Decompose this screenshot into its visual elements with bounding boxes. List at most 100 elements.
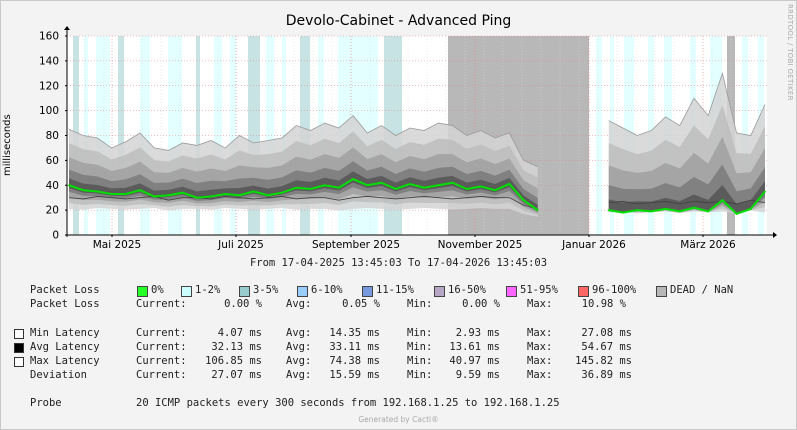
avg-latency-point xyxy=(749,207,752,210)
deviation-avg: 15.59 ms xyxy=(329,369,380,381)
min-latency-min: 2.93 ms xyxy=(455,327,500,339)
legend-label-5: 16-50% xyxy=(448,284,486,296)
max-latency-line xyxy=(68,115,538,167)
avg-latency-point xyxy=(366,184,369,187)
avg-latency-swatch xyxy=(14,343,24,353)
deviation-max-header: Max: xyxy=(527,369,553,381)
avg-latency-point xyxy=(266,194,269,197)
y-tick-label: 20 xyxy=(46,205,59,217)
min-latency-line xyxy=(68,196,538,210)
legend-label-7: 96-100% xyxy=(592,284,637,296)
max-latency-max: 145.82 ms xyxy=(575,355,632,367)
avg-latency-min: 13.61 ms xyxy=(449,341,500,353)
min-latency-max-header: Max: xyxy=(527,327,553,339)
avg-latency-point xyxy=(480,185,482,188)
avg-latency-point xyxy=(494,189,497,192)
avg-latency-point xyxy=(380,181,383,184)
min-latency-min-header: Min: xyxy=(407,327,433,339)
avg-latency-point xyxy=(181,191,184,194)
ping-chart: 0 20 40 60 80 100 120 140 160 Mai 2025 Juli 2025 Se… xyxy=(39,26,777,251)
avg-latency-point xyxy=(394,188,397,190)
avg-latency-point xyxy=(764,190,766,193)
y-tick-label: 40 xyxy=(46,180,59,192)
min-latency-current: 4.07 ms xyxy=(217,327,262,339)
avg-latency-line xyxy=(68,177,539,211)
packet-loss-max: 10.98 % xyxy=(581,298,626,310)
packet-loss-current: 0.00 % xyxy=(224,298,262,310)
stats-avg-header: Avg: xyxy=(286,298,312,310)
y-tick-label: 80 xyxy=(46,130,59,142)
avg-latency-point xyxy=(693,206,695,209)
max-latency-min: 40.97 ms xyxy=(449,355,500,367)
max-latency-max-header: Max: xyxy=(527,355,553,367)
legend-label-6: 51-95% xyxy=(520,284,558,296)
avg-latency-point xyxy=(68,184,70,187)
avg-latency-point xyxy=(167,194,170,197)
legend-swatch-3 xyxy=(297,286,308,297)
legend-label-0: 0% xyxy=(151,284,164,296)
deviation-avg-header: Avg: xyxy=(286,369,312,381)
avg-latency-point xyxy=(153,195,156,198)
y-tick-label: 0 xyxy=(52,230,59,242)
legend-swatch-6 xyxy=(506,286,517,297)
stats-packet-loss-label: Packet Loss xyxy=(30,298,100,310)
max-latency-min-header: Min: xyxy=(407,355,433,367)
x-tick-label: September 2025 xyxy=(312,239,400,251)
avg-latency-point xyxy=(238,194,241,197)
avg-latency-point xyxy=(210,195,212,198)
y-tick-label: 120 xyxy=(39,80,59,92)
min-latency-current-header: Current: xyxy=(136,327,187,339)
x-tick-label: November 2025 xyxy=(438,239,523,251)
x-tick-label: März 2026 xyxy=(680,239,736,251)
avg-latency-point xyxy=(96,190,99,193)
avg-latency-max-header: Max: xyxy=(527,341,553,353)
avg-latency-point xyxy=(309,188,312,190)
avg-latency-point xyxy=(423,186,426,189)
legend-swatch-0 xyxy=(137,286,148,297)
deviation-label: Deviation xyxy=(30,369,87,381)
avg-latency-point xyxy=(281,191,283,194)
avg-latency-point xyxy=(82,189,85,192)
legend-swatch-1 xyxy=(181,286,192,297)
avg-latency-point xyxy=(508,183,511,185)
max-latency-label: Max Latency xyxy=(30,355,100,367)
avg-latency-point xyxy=(465,188,468,190)
avg-latency-point xyxy=(139,189,141,192)
avg-latency-point xyxy=(195,196,198,199)
avg-latency-point xyxy=(295,186,298,189)
avg-latency-point xyxy=(323,184,326,187)
legend-label-3: 6-10% xyxy=(311,284,343,296)
time-range: From 17-04-2025 13:45:03 To 17-04-2026 1… xyxy=(249,257,548,269)
y-tick-label: 140 xyxy=(39,55,59,67)
stats-min-header: Min: xyxy=(407,298,433,310)
min-latency-avg: 14.35 ms xyxy=(329,327,380,339)
avg-latency-point xyxy=(252,190,255,193)
legend-label-8: DEAD / NaN xyxy=(670,284,734,296)
cacti-footer: Generated by Cacti® xyxy=(358,415,439,424)
avg-latency-max: 54.67 ms xyxy=(581,341,632,353)
max-latency-current-header: Current: xyxy=(136,355,187,367)
probe-text: 20 ICMP packets every 300 seconds from 1… xyxy=(136,397,560,409)
deviation-current-header: Current: xyxy=(136,369,187,381)
min-latency-swatch xyxy=(14,329,24,339)
min-latency-line xyxy=(608,199,766,205)
avg-latency-point xyxy=(451,181,454,184)
avg-latency-point xyxy=(110,193,113,195)
avg-latency-avg-header: Avg: xyxy=(286,341,312,353)
latency-smoke-band xyxy=(69,171,538,211)
avg-latency-point xyxy=(707,210,710,213)
avg-latency-point xyxy=(337,186,340,189)
latency-smoke-band xyxy=(608,181,765,214)
avg-latency-current-header: Current: xyxy=(136,341,187,353)
avg-latency-point xyxy=(224,193,227,195)
y-tick-label: 160 xyxy=(39,31,59,43)
avg-latency-point xyxy=(664,207,667,210)
x-axis-arrow xyxy=(773,232,777,238)
avg-latency-point xyxy=(408,183,411,185)
stats-current-header: Current: xyxy=(136,298,187,310)
max-latency-swatch xyxy=(14,357,24,367)
legend-swatch-8 xyxy=(656,286,667,297)
loss-band xyxy=(196,36,200,235)
deviation-max: 36.89 ms xyxy=(581,369,632,381)
avg-latency-avg: 33.11 ms xyxy=(329,341,380,353)
